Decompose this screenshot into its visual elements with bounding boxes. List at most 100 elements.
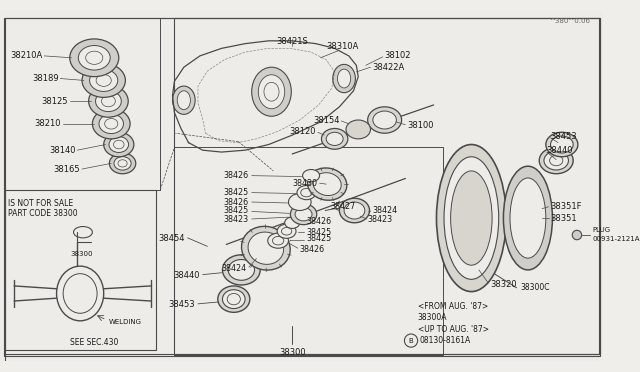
Text: 38426: 38426 xyxy=(224,171,249,180)
Ellipse shape xyxy=(339,198,369,223)
Circle shape xyxy=(509,248,515,254)
Circle shape xyxy=(541,182,547,187)
Text: PLUG: PLUG xyxy=(592,227,610,233)
Text: 38423: 38423 xyxy=(367,215,393,224)
Text: 38454: 38454 xyxy=(158,234,185,243)
Circle shape xyxy=(466,250,471,256)
Ellipse shape xyxy=(540,147,573,174)
Ellipse shape xyxy=(333,64,355,93)
Ellipse shape xyxy=(56,266,104,321)
Ellipse shape xyxy=(114,157,131,170)
Circle shape xyxy=(444,176,451,183)
Ellipse shape xyxy=(295,208,312,221)
Circle shape xyxy=(459,278,465,284)
Text: WELDING: WELDING xyxy=(108,319,141,325)
Text: PART CODE 38300: PART CODE 38300 xyxy=(8,209,77,218)
Ellipse shape xyxy=(223,290,245,308)
Text: 38425: 38425 xyxy=(223,206,249,215)
Ellipse shape xyxy=(444,157,499,279)
Text: 38300: 38300 xyxy=(71,251,93,257)
Ellipse shape xyxy=(228,260,255,280)
Ellipse shape xyxy=(95,91,122,112)
Text: <UP TO AUG. '87>: <UP TO AUG. '87> xyxy=(418,325,488,334)
Ellipse shape xyxy=(436,144,506,292)
Ellipse shape xyxy=(546,132,578,157)
Circle shape xyxy=(477,278,484,284)
Ellipse shape xyxy=(241,226,290,270)
Text: 38424: 38424 xyxy=(372,206,397,215)
Ellipse shape xyxy=(307,168,347,200)
Text: 38440: 38440 xyxy=(173,271,200,280)
Text: 38425: 38425 xyxy=(307,228,332,237)
Text: 38423: 38423 xyxy=(224,215,249,224)
Circle shape xyxy=(572,230,582,240)
Ellipse shape xyxy=(289,193,311,211)
Ellipse shape xyxy=(313,173,341,196)
Text: 38210: 38210 xyxy=(35,119,61,128)
Ellipse shape xyxy=(544,151,568,170)
Text: 38320: 38320 xyxy=(490,279,517,289)
Text: 38310A: 38310A xyxy=(326,42,358,51)
Text: SEE SEC.430: SEE SEC.430 xyxy=(70,338,118,347)
Circle shape xyxy=(502,215,508,221)
Text: 38425: 38425 xyxy=(307,234,332,243)
Ellipse shape xyxy=(367,107,401,133)
Text: 38300: 38300 xyxy=(279,348,305,357)
Ellipse shape xyxy=(346,120,371,139)
Circle shape xyxy=(525,168,531,174)
Text: B: B xyxy=(409,338,413,344)
Circle shape xyxy=(509,182,515,187)
Ellipse shape xyxy=(223,255,260,285)
Ellipse shape xyxy=(337,69,351,88)
Text: 38422A: 38422A xyxy=(372,63,404,72)
Ellipse shape xyxy=(104,132,134,157)
Text: 38125: 38125 xyxy=(42,97,68,106)
Text: 38453: 38453 xyxy=(168,300,195,309)
Ellipse shape xyxy=(109,153,136,174)
Ellipse shape xyxy=(78,45,110,70)
Text: <FROM AUG. '87>: <FROM AUG. '87> xyxy=(418,302,488,311)
Text: 38424: 38424 xyxy=(222,263,247,273)
Ellipse shape xyxy=(373,111,396,129)
Text: 38427: 38427 xyxy=(330,202,355,211)
Ellipse shape xyxy=(285,217,300,228)
Text: 38351F: 38351F xyxy=(550,202,582,211)
Ellipse shape xyxy=(70,39,119,77)
Text: 38426: 38426 xyxy=(307,217,332,226)
Text: 38300C: 38300C xyxy=(520,283,550,292)
Circle shape xyxy=(492,254,499,260)
Ellipse shape xyxy=(291,204,317,225)
Text: 38453: 38453 xyxy=(550,132,577,141)
Text: 38351: 38351 xyxy=(550,214,577,222)
Text: 38165: 38165 xyxy=(54,164,80,173)
Ellipse shape xyxy=(92,109,130,139)
Circle shape xyxy=(444,254,451,260)
Text: 38120: 38120 xyxy=(289,127,316,136)
Ellipse shape xyxy=(218,286,250,312)
Ellipse shape xyxy=(510,178,546,258)
Ellipse shape xyxy=(344,202,365,219)
Text: 38154: 38154 xyxy=(313,116,339,125)
Ellipse shape xyxy=(504,166,552,270)
Ellipse shape xyxy=(259,75,285,109)
Circle shape xyxy=(477,152,484,158)
Circle shape xyxy=(404,334,418,347)
Ellipse shape xyxy=(82,64,125,97)
Text: 00931-2121A: 00931-2121A xyxy=(592,236,639,242)
Text: IS NOT FOR SALE: IS NOT FOR SALE xyxy=(8,199,73,208)
Ellipse shape xyxy=(88,85,128,117)
Text: 38440: 38440 xyxy=(547,146,573,155)
Circle shape xyxy=(548,215,554,221)
Ellipse shape xyxy=(451,171,492,265)
Ellipse shape xyxy=(248,232,284,264)
Bar xyxy=(175,18,598,354)
Bar xyxy=(4,190,156,350)
Text: 38300A: 38300A xyxy=(418,314,447,323)
Circle shape xyxy=(541,248,547,254)
Text: 38425: 38425 xyxy=(223,188,249,197)
Text: 08130-8161A: 08130-8161A xyxy=(419,336,471,345)
Text: 38426: 38426 xyxy=(224,198,249,206)
Text: 38421S: 38421S xyxy=(276,37,308,46)
Ellipse shape xyxy=(173,86,195,114)
Text: 38430: 38430 xyxy=(292,179,317,187)
